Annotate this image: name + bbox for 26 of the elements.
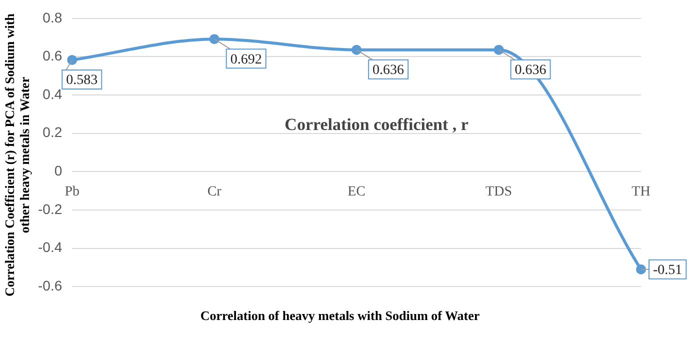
x-tick-label: TH	[632, 184, 650, 200]
point	[494, 44, 504, 55]
y-tick-label: -0.4	[38, 239, 62, 256]
y-tick-label: -0.6	[38, 277, 62, 294]
y-tick-label: 0.6	[42, 48, 62, 64]
y-tick-label: 0.2	[42, 124, 62, 140]
x-tick-label: EC	[348, 184, 366, 200]
point	[209, 34, 220, 44]
data-label: -0.51	[652, 263, 682, 278]
text: Correlation coefficient , r	[284, 115, 469, 134]
point	[352, 44, 362, 55]
y-tick-label: 0.8	[42, 9, 62, 26]
x-tick-label: Cr	[207, 184, 222, 200]
data-label: 0.636	[372, 62, 404, 78]
point	[67, 54, 78, 65]
y-axis-title: Correlation Coefficient (r) for PCA of Sodium with other heavy metals in Water	[2, 12, 32, 298]
x-tick-label: Pb	[64, 184, 80, 200]
point	[636, 264, 646, 274]
data-label: 0.692	[230, 52, 262, 68]
data-label: 0.583	[66, 73, 98, 88]
y-tick-label: -0.2	[38, 200, 62, 217]
y-tick-label: 0.4	[42, 86, 62, 102]
data-label: 0.636	[514, 62, 546, 78]
y-tick-label: 0	[54, 162, 62, 179]
x-tick-label: TDS	[486, 184, 512, 200]
x-axis-title: Correlation of heavy metals with Sodium of Water	[199, 308, 481, 324]
